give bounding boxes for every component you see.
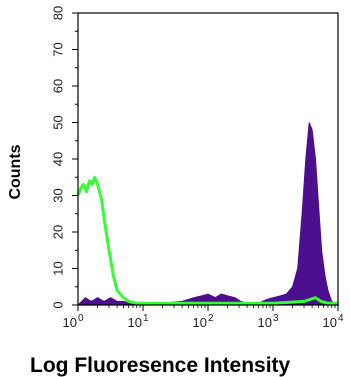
y-tick-label: 0 [51,301,66,308]
y-tick-label: 10 [51,261,66,275]
y-tick-label: 50 [51,115,66,129]
y-tick-label: 30 [51,188,66,202]
y-axis-title: Counts [7,144,24,199]
plot-area [76,122,340,306]
y-tick-label: 80 [51,6,66,20]
y-tick-label: 70 [51,42,66,56]
y-tick-label: 40 [51,152,66,166]
y-tick-label: 20 [51,225,66,239]
x-tick-label: 103 [257,313,278,330]
x-axis-title: Log Fluoresence Intensity [30,354,291,377]
series-line-histogram [76,175,338,305]
x-tick-label: 100 [62,313,83,330]
y-axis: 0 10 20 30 40 50 60 70 80 [51,6,78,309]
y-tick-label: 60 [51,79,66,93]
x-tick-label: 101 [127,313,148,330]
x-tick-label: 102 [192,313,213,330]
x-tick-label: 104 [322,313,343,330]
x-axis: 100 101 102 103 104 [62,305,344,330]
series-filled-histogram [76,122,340,306]
